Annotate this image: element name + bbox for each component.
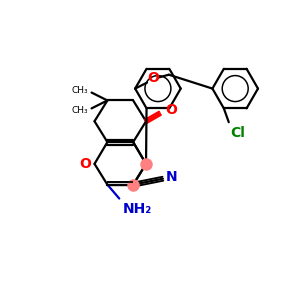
Text: CH₃: CH₃ [72,106,88,115]
Text: O: O [147,71,159,85]
Text: O: O [165,103,177,117]
Text: Cl: Cl [230,126,244,140]
Text: NH₂: NH₂ [122,202,152,215]
Text: N: N [166,170,178,184]
Text: CH₃: CH₃ [72,86,88,95]
Text: O: O [80,157,92,171]
